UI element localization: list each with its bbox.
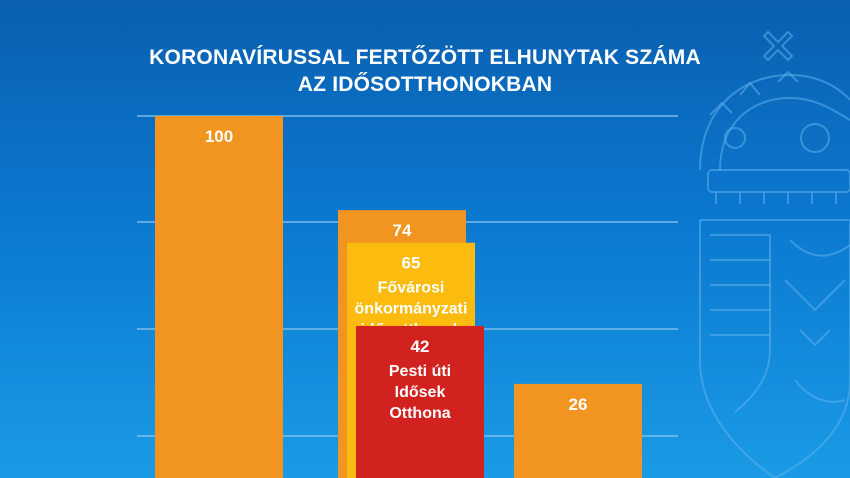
chart-title-line-2: AZ IDŐSOTTHONOKBAN (297, 73, 553, 96)
bar-name-42-0: Pesti úti (389, 363, 451, 380)
data-label-42: 42 (411, 337, 430, 356)
bar-name-42-2: Otthona (389, 405, 450, 422)
bar-26 (514, 383, 642, 478)
data-label-100: 100 (205, 127, 233, 146)
bar-100 (155, 116, 283, 478)
data-label-26: 26 (569, 395, 588, 414)
bar-42 (356, 325, 484, 478)
data-label-74: 74 (393, 221, 412, 240)
bar-group-42: 42 Pesti úti Idősek Otthona (356, 325, 484, 478)
bar-name-65-0: Fővárosi (378, 280, 445, 297)
data-label-65: 65 (402, 254, 421, 273)
bar-name-42-1: Idősek (395, 384, 446, 401)
bar-group-100: 100 (155, 116, 283, 478)
chart-title: KORONAVÍRUSSAL FERTŐZÖTT ELHUNYTAK SZÁMA… (0, 44, 850, 98)
bar-name-65-1: önkormányzati (355, 301, 468, 318)
chart-title-line-1: KORONAVÍRUSSAL FERTŐZÖTT ELHUNYTAK SZÁMA (149, 46, 701, 69)
bar-group-26: 26 (514, 383, 642, 478)
